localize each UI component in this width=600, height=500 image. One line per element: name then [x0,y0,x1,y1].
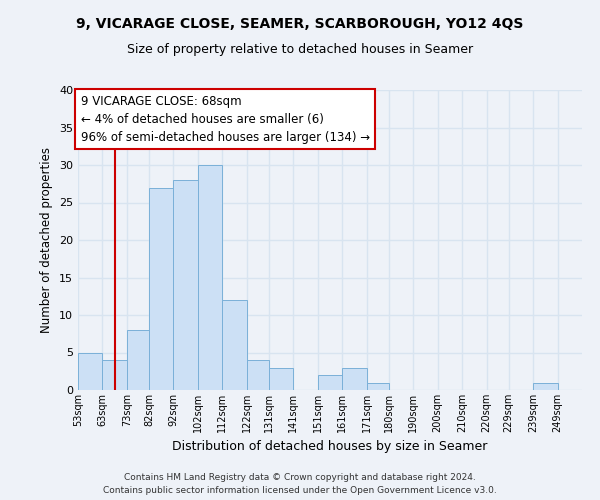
Bar [78,352,103,390]
Text: Contains HM Land Registry data © Crown copyright and database right 2024.: Contains HM Land Registry data © Crown c… [124,474,476,482]
Bar [367,382,389,390]
Text: 9 VICARAGE CLOSE: 68sqm
← 4% of detached houses are smaller (6)
96% of semi-deta: 9 VICARAGE CLOSE: 68sqm ← 4% of detached… [80,94,370,144]
Bar [127,330,149,390]
Bar [198,165,223,390]
Bar [149,188,173,390]
Bar [103,360,127,390]
Bar [318,375,342,390]
X-axis label: Distribution of detached houses by size in Seamer: Distribution of detached houses by size … [172,440,488,454]
Bar [173,180,198,390]
Bar [247,360,269,390]
Text: Size of property relative to detached houses in Seamer: Size of property relative to detached ho… [127,42,473,56]
Y-axis label: Number of detached properties: Number of detached properties [40,147,53,333]
Bar [533,382,557,390]
Text: Contains public sector information licensed under the Open Government Licence v3: Contains public sector information licen… [103,486,497,495]
Bar [342,368,367,390]
Bar [269,368,293,390]
Text: 9, VICARAGE CLOSE, SEAMER, SCARBOROUGH, YO12 4QS: 9, VICARAGE CLOSE, SEAMER, SCARBOROUGH, … [76,18,524,32]
Bar [223,300,247,390]
